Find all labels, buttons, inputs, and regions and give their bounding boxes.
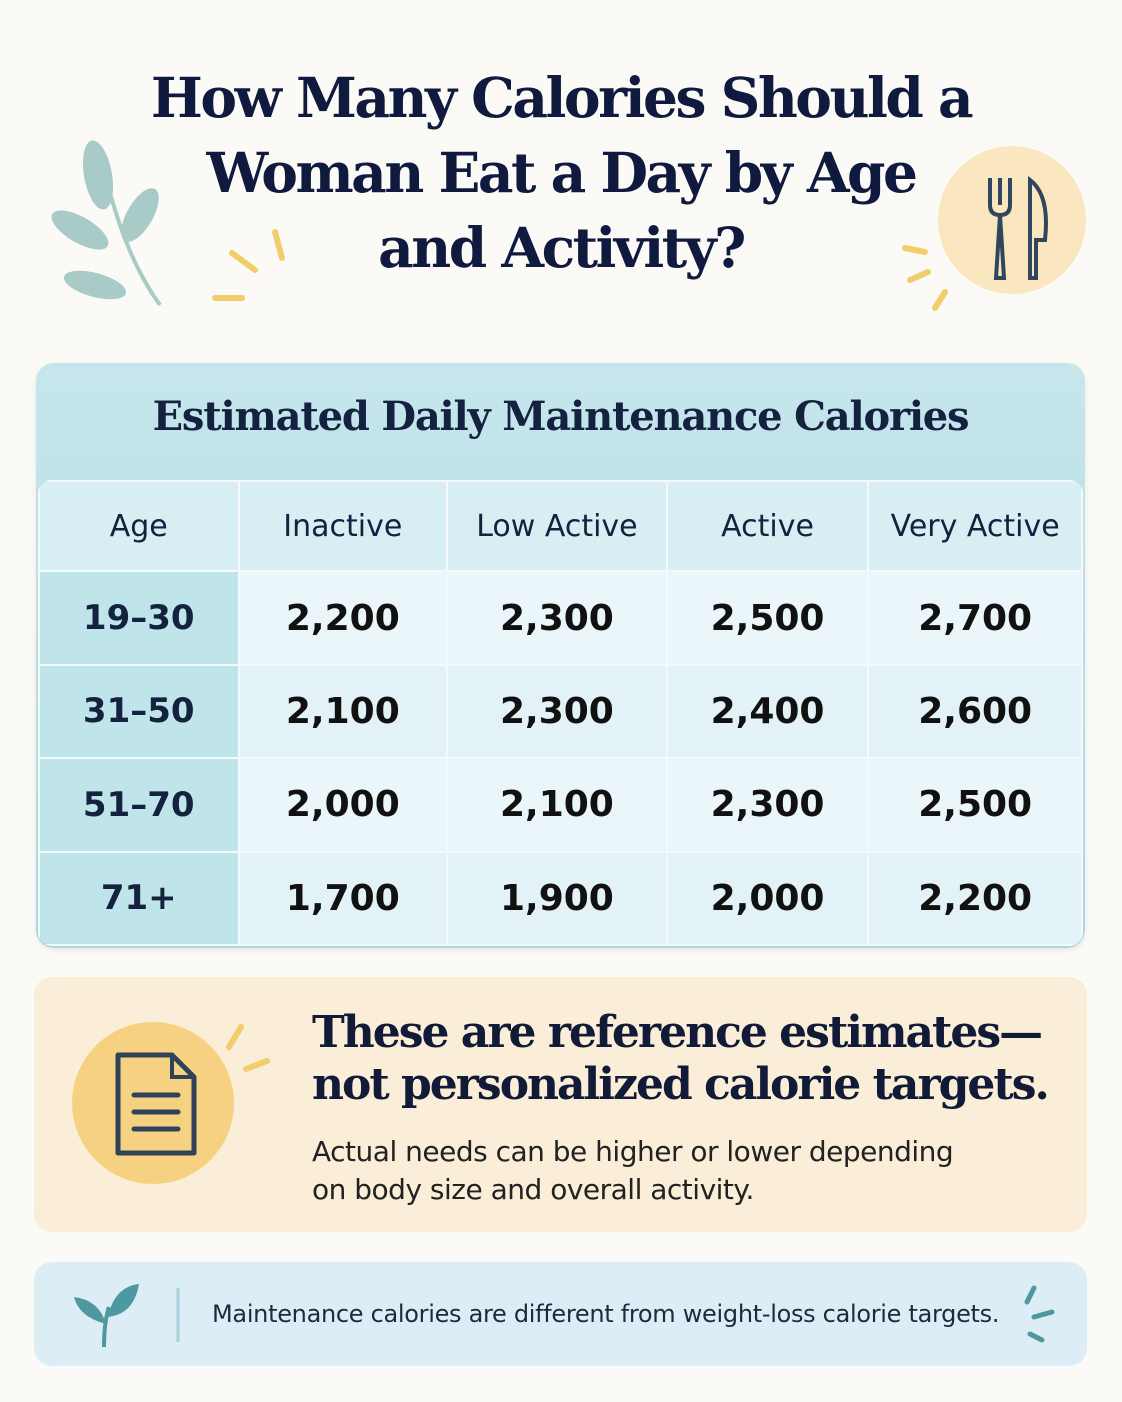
column-header: Active xyxy=(665,480,870,573)
calorie-cell: 2,300 xyxy=(665,757,870,853)
footer-decorations xyxy=(74,1284,1055,1348)
calorie-cell: 2,100 xyxy=(237,663,449,760)
leaf-branch xyxy=(51,140,162,307)
calorie-cell: 2,600 xyxy=(867,663,1083,760)
table-row: 51–70 2,000 2,100 2,300 2,500 xyxy=(38,757,1083,853)
age-cell: 71+ xyxy=(38,850,240,946)
note-box: These are reference estimates—not person… xyxy=(34,977,1087,1232)
note-icon xyxy=(72,1022,270,1184)
sparkle-left xyxy=(212,229,285,301)
table-row: 19–30 2,200 2,300 2,500 2,700 xyxy=(38,570,1083,666)
age-cell: 19–30 xyxy=(38,570,240,666)
utensil-circle xyxy=(938,146,1086,294)
calorie-cell: 2,200 xyxy=(237,570,449,666)
sparkle-right xyxy=(902,245,948,311)
title-line: Woman Eat a Day by Age xyxy=(206,140,918,205)
calorie-cell: 2,500 xyxy=(867,757,1083,853)
calorie-cell: 2,300 xyxy=(446,570,668,666)
header-row: Age Inactive Low Active Active Very Active xyxy=(38,480,1083,573)
calorie-cell: 2,100 xyxy=(446,757,668,853)
title-line: and Activity? xyxy=(378,215,746,280)
column-header: Very Active xyxy=(867,480,1083,573)
column-header: Age xyxy=(38,480,240,573)
calorie-cell: 2,400 xyxy=(665,663,870,760)
calorie-cell: 2,000 xyxy=(237,757,449,853)
calorie-table: Age Inactive Low Active Active Very Active 19… xyxy=(38,480,1083,946)
title: How Many Calories Should a Woman Eat a Da… xyxy=(0,60,1122,285)
table-body: Age Inactive Low Active Active Very Active 19… xyxy=(38,480,1083,946)
calorie-cell: 2,000 xyxy=(665,850,870,946)
table-card: Estimated Daily Maintenance Calories Age… xyxy=(36,363,1085,948)
calorie-cell: 2,500 xyxy=(665,570,870,666)
table-row: 31–50 2,100 2,300 2,400 2,600 xyxy=(38,663,1083,760)
table-title: Estimated Daily Maintenance Calories xyxy=(152,393,970,440)
column-header: Low Active xyxy=(446,480,668,573)
footer-text: Maintenance calories are different from … xyxy=(212,1300,1000,1328)
column-header: Inactive xyxy=(237,480,449,573)
note-body: Actual needs can be higher or lower depe… xyxy=(312,1135,954,1206)
fork-knife-icon xyxy=(988,175,1048,280)
table-row: 71+ 1,700 1,900 2,000 2,200 xyxy=(38,850,1083,946)
calorie-cell: 2,700 xyxy=(867,570,1083,666)
calorie-cell: 1,900 xyxy=(446,850,668,946)
title-line: How Many Calories Should a xyxy=(150,65,974,130)
calorie-cell: 2,300 xyxy=(446,663,668,760)
calorie-cell: 1,700 xyxy=(237,850,449,946)
age-cell: 51–70 xyxy=(38,757,240,853)
age-cell: 31–50 xyxy=(38,663,240,760)
note-heading: These are reference estimates—not person… xyxy=(312,1007,1050,1110)
calorie-cell: 2,200 xyxy=(867,850,1083,946)
footer-box: Maintenance calories are different from … xyxy=(34,1262,1087,1366)
